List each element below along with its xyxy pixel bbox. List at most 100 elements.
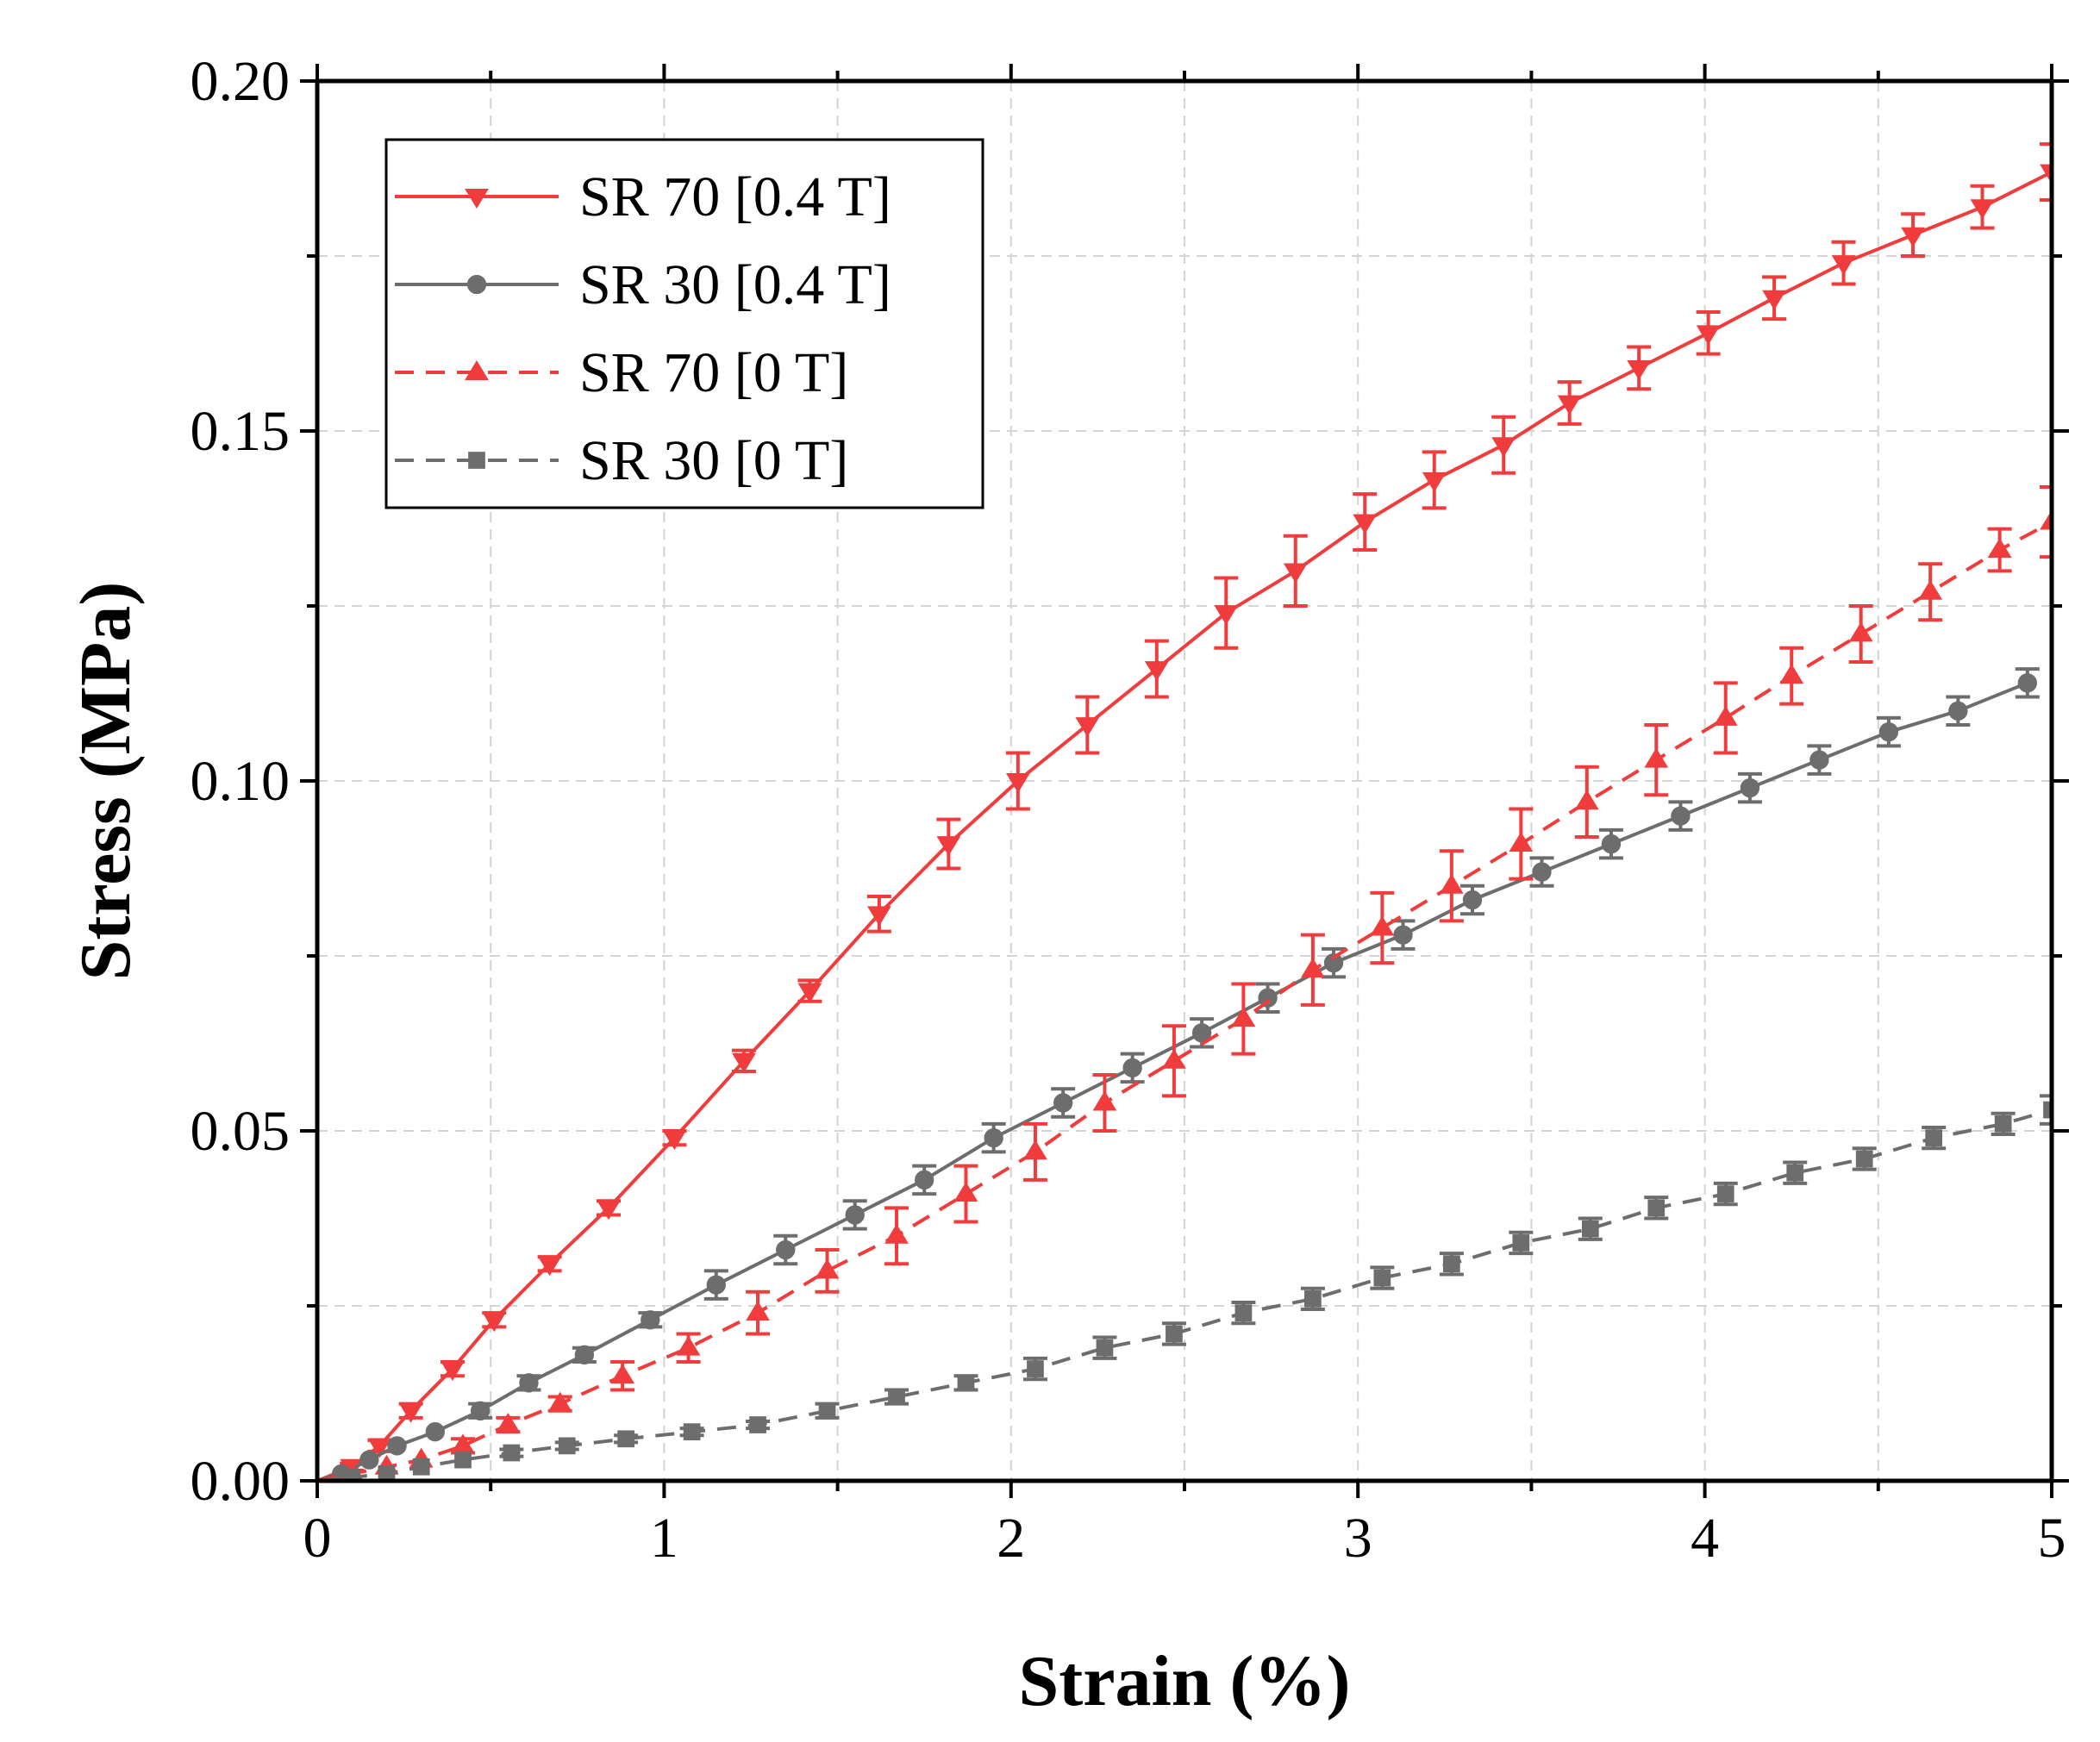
error-bar: [2040, 1094, 2052, 1126]
data-point: [1601, 834, 1622, 854]
legend-label: SR 70 [0.4 T]: [579, 165, 891, 228]
data-point: [746, 1301, 770, 1321]
legend-marker-sample: [465, 360, 489, 380]
data-point: [2040, 509, 2052, 530]
data-point: [1162, 1048, 1186, 1069]
data-point: [574, 1345, 595, 1364]
data-point: [867, 906, 891, 927]
data-point: [797, 983, 822, 1003]
data-point: [1353, 514, 1378, 534]
x-tick-label: 4: [1691, 1507, 1719, 1570]
legend-marker-sample: [468, 452, 485, 469]
axis-ticks: [300, 64, 2069, 1498]
y-tick-labels: 0.00 0.05 0.10 0.15 0.20: [191, 50, 291, 1513]
data-point: [1393, 925, 1413, 945]
x-axis-title: Strain (%): [1019, 1641, 1351, 1721]
x-tick-label: 2: [997, 1507, 1025, 1570]
data-point: [610, 1364, 634, 1384]
data-point: [1987, 538, 2012, 558]
series-2: [317, 667, 2040, 1481]
data-point: [359, 1450, 379, 1470]
data-point: [412, 1458, 430, 1476]
data-point: [1370, 915, 1395, 936]
legend-label: SR 30 [0 T]: [579, 429, 848, 492]
data-point: [1462, 890, 1483, 910]
series-line: [317, 1108, 2052, 1481]
data-point: [1855, 1150, 1873, 1168]
data-point: [1696, 325, 1721, 346]
data-point: [597, 1200, 621, 1221]
data-point: [1075, 717, 1100, 738]
data-point: [915, 1170, 934, 1189]
data-point: [1304, 1290, 1322, 1308]
data-point: [1122, 1058, 1142, 1078]
data-point: [1644, 747, 1669, 768]
y-tick-label: 0.20: [191, 50, 291, 113]
data-point: [1283, 563, 1308, 584]
data-point: [1713, 705, 1738, 726]
series-4: [317, 1094, 2052, 1481]
data-point: [1581, 1220, 1599, 1238]
data-point: [1878, 722, 1899, 742]
error-bar: [2040, 484, 2052, 559]
data-point: [1918, 579, 1943, 600]
data-point: [845, 1205, 865, 1225]
data-point: [641, 1310, 660, 1330]
legend-samples: [395, 189, 559, 469]
data-point: [1786, 1164, 1804, 1182]
data-point: [1005, 773, 1030, 793]
data-point: [1144, 661, 1169, 682]
data-point: [1809, 750, 1829, 770]
x-tick-label: 3: [1344, 1507, 1372, 1570]
data-point: [1779, 664, 1804, 684]
data-point: [1422, 471, 1447, 492]
data-point: [1439, 873, 1464, 894]
data-point: [1231, 1007, 1256, 1027]
data-point: [1557, 395, 1582, 415]
data-point: [343, 1469, 361, 1481]
legend-label: SR 30 [0.4 T]: [579, 253, 891, 316]
x-tick-label: 1: [650, 1507, 678, 1570]
data-point: [662, 1130, 687, 1151]
data-point: [547, 1391, 572, 1412]
data-point: [1234, 1304, 1253, 1321]
data-point: [398, 1402, 423, 1423]
data-point: [1762, 290, 1786, 310]
data-point: [1092, 1090, 1117, 1111]
data-point: [1323, 952, 1344, 973]
data-point: [519, 1373, 539, 1393]
data-point: [1574, 790, 1599, 810]
data-point: [470, 1401, 491, 1420]
data-point: [387, 1436, 407, 1456]
data-point: [1258, 988, 1278, 1008]
data-point: [1301, 958, 1325, 978]
data-point: [1901, 227, 1925, 247]
legend: SR 70 [0.4 T] SR 30 [0.4 T] SR 70 [0 T] …: [384, 138, 984, 509]
data-point: [1925, 1129, 1943, 1146]
data-point: [1512, 1234, 1530, 1252]
data-point: [815, 1258, 840, 1279]
data-point: [953, 1182, 978, 1202]
data-point: [1948, 701, 1968, 721]
data-point: [683, 1423, 701, 1441]
data-point: [706, 1275, 726, 1295]
data-point: [1848, 621, 1873, 642]
legend-marker-sample: [465, 189, 489, 209]
data-point: [884, 1223, 909, 1244]
data-point: [1970, 199, 1995, 220]
series-layer: [317, 142, 2052, 1481]
data-point: [378, 1465, 396, 1481]
legend-label: SR 70 [0 T]: [579, 341, 848, 404]
data-point: [367, 1438, 392, 1458]
data-point: [732, 1052, 756, 1073]
y-axis-title: Stress (MPa): [66, 582, 146, 981]
series-3: [317, 484, 2052, 1481]
data-point: [1671, 806, 1691, 826]
data-point: [776, 1239, 796, 1260]
legend-marker-sample: [466, 274, 487, 295]
data-point: [1716, 1185, 1734, 1202]
y-tick-label: 0.00: [191, 1450, 291, 1513]
data-point: [957, 1374, 975, 1392]
data-point: [1373, 1269, 1391, 1287]
